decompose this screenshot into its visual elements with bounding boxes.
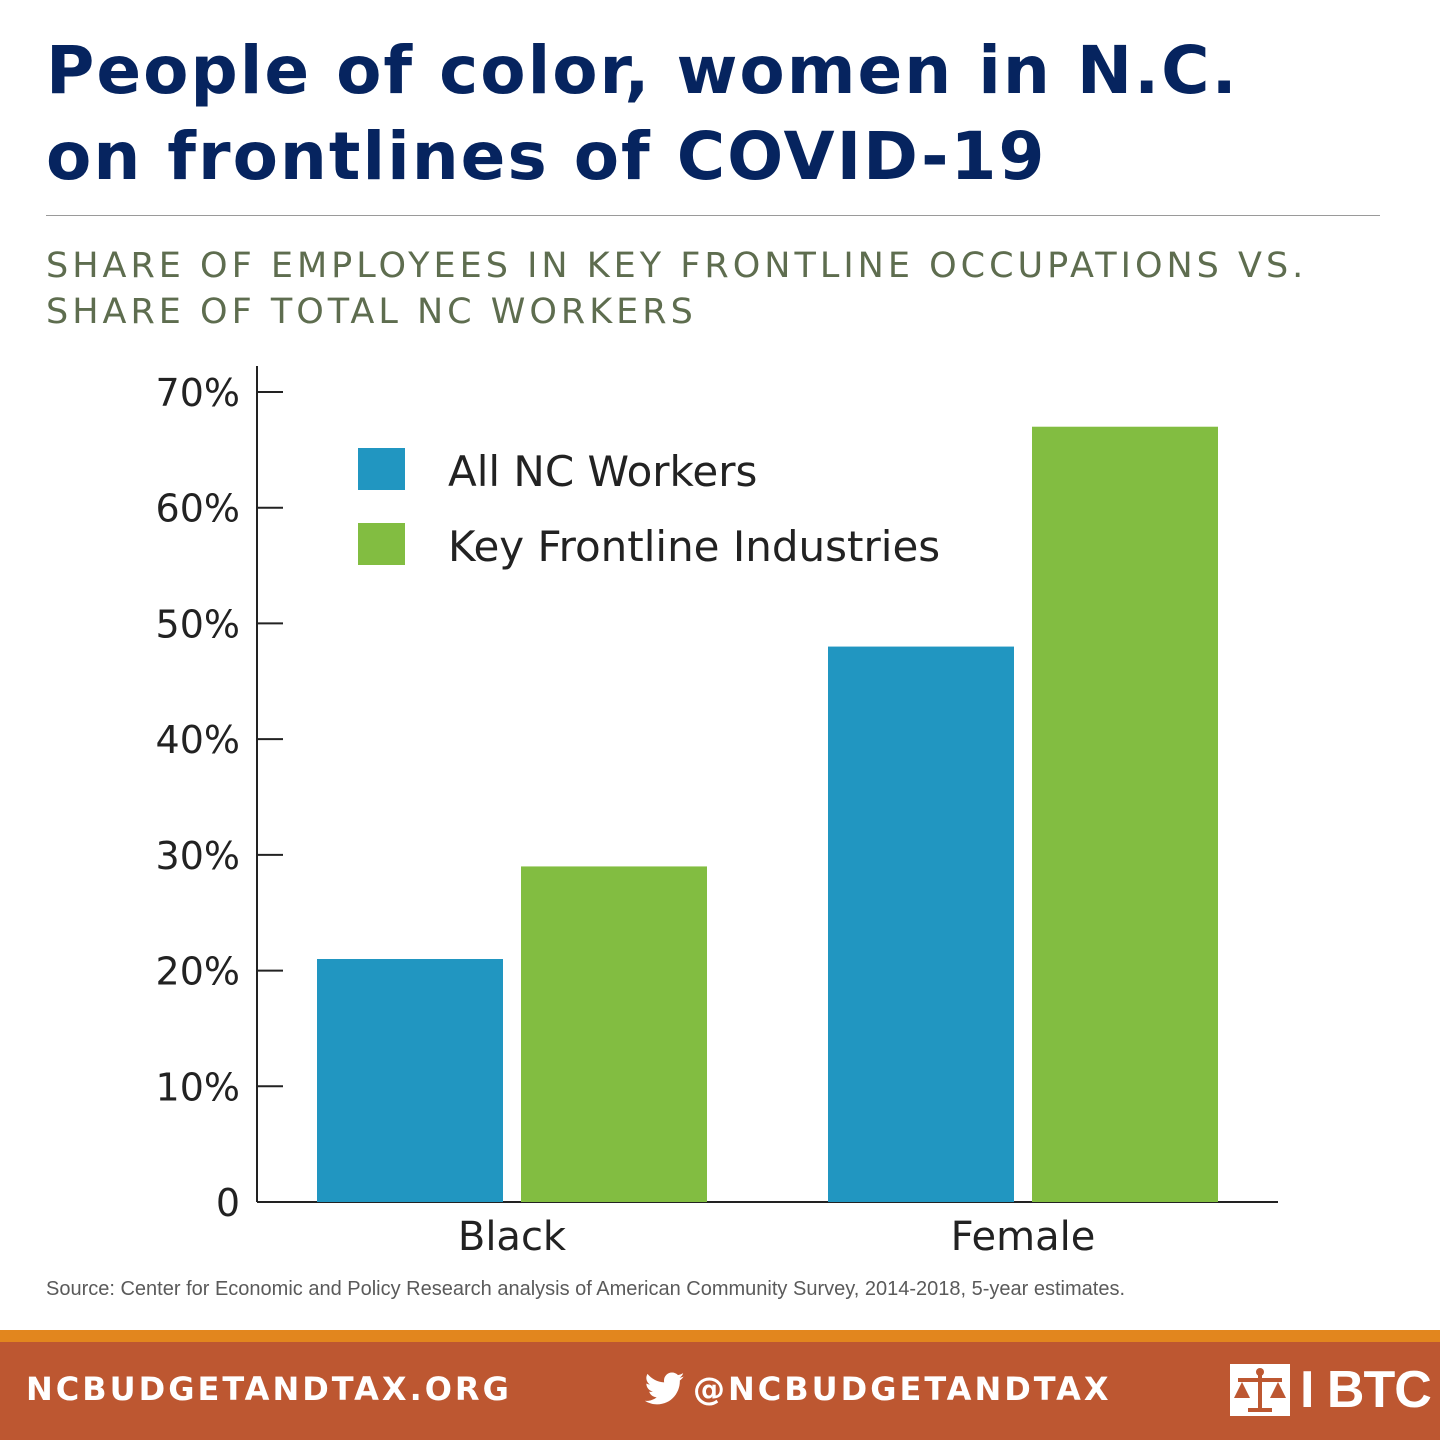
bar xyxy=(521,866,707,1202)
bar xyxy=(317,959,503,1202)
footer-bar: NCBUDGETANDTAX.ORG @NCBUDGETANDTAX I BTC xyxy=(0,1342,1440,1440)
btc-logo[interactable]: I BTC xyxy=(1230,1361,1432,1419)
title-line-2: on frontlines of COVID-19 xyxy=(46,118,1047,195)
bar-chart: 0 10% 20% 30% 40% 50% 60% 70% Black Female All NC … xyxy=(156,366,1278,1260)
website-link[interactable]: NCBUDGETANDTAX.ORG xyxy=(26,1370,512,1408)
twitter-handle-link[interactable]: @NCBUDGETANDTAX xyxy=(645,1370,1112,1408)
subtitle-line-2: SHARE OF TOTAL NC WORKERS xyxy=(46,292,697,332)
logo-name: BTC xyxy=(1326,1361,1432,1419)
y-tick-label: 70% xyxy=(156,371,240,415)
y-tick-label: 20% xyxy=(156,950,240,994)
legend-label: All NC Workers xyxy=(448,447,757,496)
twitter-bird-icon xyxy=(645,1372,685,1405)
y-tick-label: 10% xyxy=(156,1065,240,1109)
scales-of-justice-icon xyxy=(1230,1364,1290,1416)
bar xyxy=(828,646,1014,1202)
twitter-handle-text: @NCBUDGETANDTAX xyxy=(693,1370,1112,1408)
x-tick-label: Female xyxy=(951,1214,1096,1260)
logo-text: I BTC xyxy=(1300,1361,1432,1419)
y-tick-label: 50% xyxy=(156,602,240,646)
subtitle-line-1: SHARE OF EMPLOYEES IN KEY FRONTLINE OCCU… xyxy=(46,246,1308,286)
y-tick-label: 0 xyxy=(216,1181,240,1225)
chart-subtitle: SHARE OF EMPLOYEES IN KEY FRONTLINE OCCU… xyxy=(46,243,1406,335)
legend-swatch xyxy=(358,523,405,565)
source-note: Source: Center for Economic and Policy R… xyxy=(46,1278,1126,1300)
x-tick-label: Black xyxy=(458,1214,567,1260)
title-divider xyxy=(46,215,1380,216)
legend-label: Key Frontline Industries xyxy=(448,522,940,571)
bar xyxy=(1032,426,1218,1202)
y-tick-label: 30% xyxy=(156,834,240,878)
y-tick-label: 40% xyxy=(156,718,240,762)
title-line-1: People of color, women in N.C. xyxy=(46,32,1239,109)
footer-accent-bar xyxy=(0,1330,1440,1342)
legend-swatch xyxy=(358,448,405,490)
y-tick-label: 60% xyxy=(156,487,240,531)
page-title: People of color, women in N.C. on frontl… xyxy=(46,28,1406,200)
